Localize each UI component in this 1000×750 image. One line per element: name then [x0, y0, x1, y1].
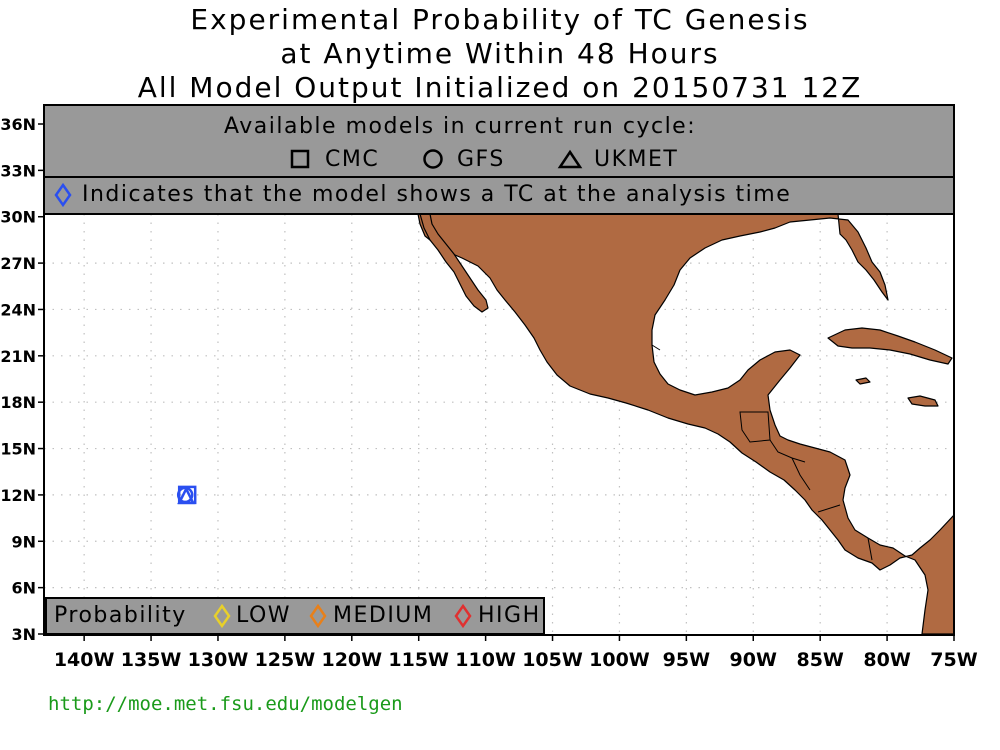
country-borders [651, 344, 873, 561]
axis-labels: 36N 33N 30N 27N 24N 21N 18N 15N 12N 9N 6N 3N 140W 135… [0, 115, 977, 671]
land-masses [417, 214, 954, 634]
lon-tick-label: 90W [730, 649, 777, 671]
lat-tick-label: 24N [0, 300, 36, 319]
lat-tick-label: 9N [11, 532, 36, 551]
model-label-gfs: GFS [457, 147, 505, 172]
title-line-2: at Anytime Within 48 Hours [280, 37, 720, 70]
low-diamond-icon [213, 603, 231, 629]
lon-tick-label: 95W [663, 649, 710, 671]
analysis-note-box [43, 176, 955, 215]
legend-medium: MEDIUM [333, 603, 434, 628]
lon-tick-label: 85W [796, 649, 843, 671]
gfs-circle-icon [423, 149, 443, 169]
medium-diamond-icon [309, 603, 327, 629]
lon-tick-label: 130W [188, 649, 249, 671]
title-line-1: Experimental Probability of TC Genesis [190, 3, 810, 36]
analysis-markers [176, 485, 197, 505]
ukmet-triangle-icon [557, 149, 583, 169]
legend-box [45, 597, 545, 635]
models-header-box [43, 104, 955, 178]
lat-tick-label: 36N [0, 115, 36, 134]
lon-tick-label: 75W [930, 649, 977, 671]
lat-tick-label: 30N [0, 208, 36, 227]
lon-tick-label: 105W [522, 649, 583, 671]
legend-label: Probability [54, 603, 187, 628]
lon-tick-label: 80W [863, 649, 910, 671]
model-label-cmc: CMC [325, 147, 380, 172]
legend-low: LOW [236, 603, 292, 628]
central-america-landmass [417, 214, 954, 634]
lat-tick-label: 33N [0, 161, 36, 180]
legend-high: HIGH [478, 603, 541, 628]
lon-tick-label: 115W [388, 649, 449, 671]
lat-tick-label: 21N [0, 347, 36, 366]
model-label-ukmet: UKMET [594, 147, 679, 172]
axis-ticks [38, 123, 955, 641]
source-url[interactable]: http://moe.met.fsu.edu/modelgen [48, 693, 403, 715]
lon-tick-label: 110W [455, 649, 516, 671]
baja-california [419, 214, 489, 313]
lat-tick-label: 6N [11, 579, 36, 598]
analysis-note: Indicates that the model shows a TC at t… [82, 182, 792, 207]
high-diamond-icon [454, 603, 472, 629]
title-line-3: All Model Output Initialized on 20150731… [137, 71, 863, 104]
cmc-square-icon [290, 149, 310, 169]
lon-tick-label: 100W [589, 649, 650, 671]
lat-tick-label: 12N [0, 486, 36, 505]
lat-tick-label: 3N [11, 625, 36, 644]
caribbean-island [855, 377, 871, 385]
caribbean-island [907, 395, 939, 407]
models-heading: Available models in current run cycle: [224, 114, 697, 139]
ukmet-analysis-marker [177, 486, 196, 505]
lat-tick-label: 27N [0, 254, 36, 273]
lat-tick-label: 15N [0, 440, 36, 459]
lat-tick-label: 18N [0, 393, 36, 412]
lon-tick-label: 125W [255, 649, 316, 671]
lon-tick-label: 135W [121, 649, 182, 671]
analysis-diamond-icon [54, 182, 72, 208]
lon-tick-label: 140W [54, 649, 115, 671]
cuba [827, 327, 953, 365]
lon-tick-label: 120W [321, 649, 382, 671]
